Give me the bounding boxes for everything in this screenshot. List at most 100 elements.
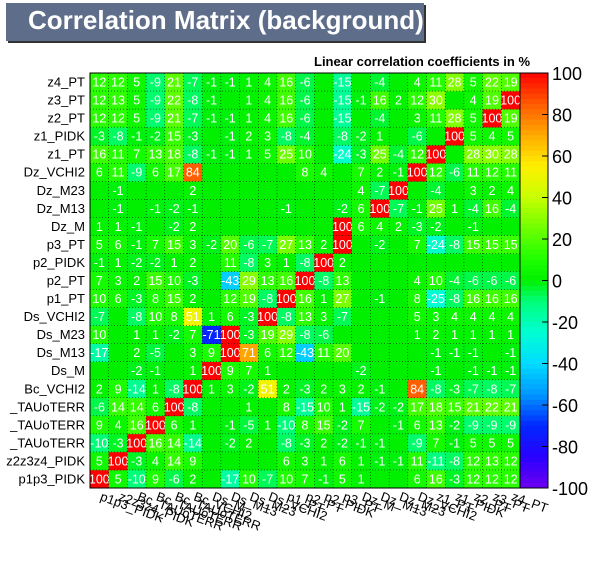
cell-value-label: -8 — [449, 238, 460, 252]
cell-value-label: 1 — [245, 148, 252, 162]
heatmap-cell — [108, 163, 128, 182]
color-bar-segment — [520, 337, 548, 344]
heatmap-cell — [258, 109, 278, 128]
heatmap-cell — [501, 181, 521, 200]
heatmap-cell — [333, 199, 353, 218]
cell-value-label: 4 — [264, 112, 271, 126]
heatmap-cell — [276, 361, 296, 381]
cell-value-label: 100 — [220, 328, 241, 342]
cell-value-label: 1 — [152, 328, 159, 342]
cell-value-label: -2 — [169, 328, 180, 342]
heatmap-cell — [407, 109, 427, 128]
color-bar-segment — [520, 342, 548, 349]
heatmap-cell — [501, 235, 521, 254]
heatmap-cell — [202, 91, 222, 110]
cell-value-label: 10 — [279, 472, 293, 486]
heatmap-cell — [482, 433, 502, 453]
color-bar-segment — [520, 353, 548, 359]
cell-value-label: 1 — [283, 256, 290, 270]
heatmap-cell — [127, 73, 147, 92]
cell-value-label: 6 — [414, 418, 421, 432]
cell-value-label: 9 — [189, 454, 196, 468]
cell-value-label: 20 — [223, 238, 237, 252]
cell-value-label: -1 — [393, 166, 404, 180]
heatmap-cell — [314, 325, 334, 344]
cell-value-label: 27 — [279, 238, 293, 252]
cell-value-label: -6 — [486, 274, 497, 288]
heatmap-cell — [389, 325, 409, 344]
cell-value-label: -6 — [299, 76, 310, 90]
heatmap-cell — [239, 433, 259, 453]
cell-value-label: 11 — [411, 454, 424, 468]
color-bar-segment — [520, 135, 548, 141]
cell-value-label: -1 — [393, 454, 404, 468]
heatmap-cell — [482, 325, 502, 344]
heatmap-cell — [426, 235, 446, 254]
heatmap-cell — [276, 397, 296, 417]
heatmap-cell — [276, 451, 296, 471]
heatmap-cell — [146, 433, 166, 453]
heatmap-cell — [501, 469, 521, 489]
heatmap-cell — [276, 145, 296, 164]
cell-value-label: 1 — [320, 292, 327, 306]
cell-value-label: 19 — [242, 292, 256, 306]
heatmap-cell — [146, 307, 166, 326]
heatmap-cell — [351, 415, 371, 435]
y-tick-label: _TAUoTERR — [9, 417, 85, 432]
cell-value-label: 4 — [470, 94, 477, 108]
cell-value-label: 100 — [89, 472, 110, 486]
heatmap-cell — [202, 181, 222, 200]
heatmap-cell — [220, 343, 240, 362]
heatmap-cell — [426, 271, 446, 290]
cell-value-label: 1 — [115, 256, 122, 270]
color-bar-segment — [520, 451, 548, 458]
color-bar-tick-label: 20 — [552, 230, 572, 250]
cell-value-label: 4 — [507, 310, 514, 324]
y-tick-label: p1_PT — [47, 291, 85, 306]
heatmap-cell — [482, 127, 502, 146]
cell-value-label: -43 — [296, 346, 314, 360]
heatmap-cell — [407, 343, 427, 362]
heatmap-cell — [463, 469, 483, 489]
heatmap-cell — [183, 397, 203, 417]
cell-value-label: -2 — [337, 418, 348, 432]
heatmap-cell — [445, 415, 465, 435]
cell-value-label: 2 — [189, 256, 196, 270]
cell-value-label: -1 — [131, 220, 142, 234]
color-bar-segment — [520, 456, 548, 463]
cell-value-label: -1 — [486, 364, 497, 378]
heatmap-cell — [501, 127, 521, 146]
heatmap-cell — [183, 343, 203, 362]
y-tick-label: z1_PIDK — [34, 129, 86, 144]
cell-value-label: -15 — [333, 76, 351, 90]
cell-value-label: -6 — [505, 274, 516, 288]
heatmap-cell — [90, 307, 109, 326]
heatmap-cell — [463, 235, 483, 254]
cell-value-label: -8 — [449, 454, 460, 468]
cell-value-label: 16 — [279, 94, 293, 108]
color-bar-tick-label: 60 — [552, 147, 572, 167]
cell-value-label: 16 — [298, 292, 312, 306]
cell-value-label: 1 — [507, 328, 514, 342]
color-bar-segment — [520, 93, 548, 100]
cell-value-label: -15 — [333, 94, 351, 108]
heatmap-cell — [482, 253, 502, 272]
heatmap-cell — [239, 181, 259, 200]
heatmap-cell — [501, 253, 521, 272]
color-bar-segment — [520, 192, 548, 198]
color-bar-tick-label: -60 — [552, 396, 578, 416]
heatmap-cell — [389, 91, 409, 110]
color-bar-segment — [520, 410, 548, 416]
cell-value-label: 16 — [279, 274, 293, 288]
heatmap-cell — [127, 199, 147, 218]
heatmap-cell — [370, 271, 390, 290]
heatmap-cell — [314, 469, 334, 489]
heatmap-cell — [127, 343, 147, 362]
heatmap-cell — [463, 253, 483, 272]
cell-value-label: 6 — [227, 310, 234, 324]
cell-value-label: 9 — [208, 346, 215, 360]
heatmap-cell — [276, 181, 296, 200]
color-bar-segment — [520, 332, 548, 338]
heatmap-cell — [482, 73, 502, 92]
color-bar-segment — [520, 347, 548, 354]
